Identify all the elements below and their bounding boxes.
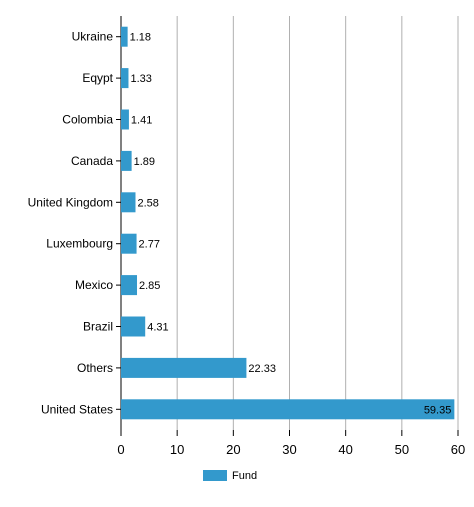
value-label-eqypt: 1.33 — [130, 73, 151, 85]
value-label-brazil: 4.31 — [147, 322, 168, 334]
x-tick-label-50: 50 — [395, 442, 409, 457]
value-label-others: 22.33 — [248, 363, 276, 375]
x-tick-label-40: 40 — [338, 442, 352, 457]
legend: Fund — [203, 470, 257, 482]
category-label-others: Others — [77, 361, 113, 375]
category-label-colombia: Colombia — [62, 113, 113, 127]
value-label-colombia: 1.41 — [131, 115, 152, 127]
bar-ukraine — [121, 26, 128, 47]
value-label-luxembourg: 2.77 — [139, 239, 160, 251]
bar-eqypt — [121, 68, 129, 89]
category-label-luxembourg: Luxembourg — [46, 237, 113, 251]
bar-luxembourg — [121, 233, 137, 254]
bar-mexico — [121, 275, 138, 296]
bars — [121, 26, 455, 420]
bar-others — [121, 357, 247, 378]
x-tick-label-20: 20 — [226, 442, 240, 457]
category-label-brazil: Brazil — [83, 320, 113, 334]
x-tick-label-10: 10 — [170, 442, 184, 457]
legend-label-fund: Fund — [232, 470, 257, 482]
value-label-united-kingdom: 2.58 — [137, 197, 158, 209]
category-label-united-states: United States — [41, 402, 113, 416]
value-label-ukraine: 1.18 — [130, 32, 151, 44]
labels: 0 10 20 30 40 50 60 Ukraine 1.18 Eqypt 1.33 Colombi… — [28, 30, 466, 457]
bar-brazil — [121, 316, 146, 337]
value-label-united-states: 59.35 — [424, 404, 452, 416]
category-label-united-kingdom: United Kingdom — [28, 195, 113, 209]
bar-canada — [121, 150, 132, 171]
bar-colombia — [121, 109, 129, 130]
bar-united-kingdom — [121, 192, 136, 213]
x-tick-label-60: 60 — [451, 442, 465, 457]
x-tick-label-0: 0 — [117, 442, 124, 457]
category-label-canada: Canada — [71, 154, 113, 168]
category-label-mexico: Mexico — [75, 278, 113, 292]
category-label-ukraine: Ukraine — [72, 30, 114, 44]
value-label-mexico: 2.85 — [139, 280, 160, 292]
value-label-canada: 1.89 — [134, 156, 155, 168]
category-label-eqypt: Eqypt — [82, 71, 113, 85]
bar-united-states — [121, 399, 455, 420]
x-tick-label-30: 30 — [282, 442, 296, 457]
legend-swatch-fund — [203, 470, 227, 481]
